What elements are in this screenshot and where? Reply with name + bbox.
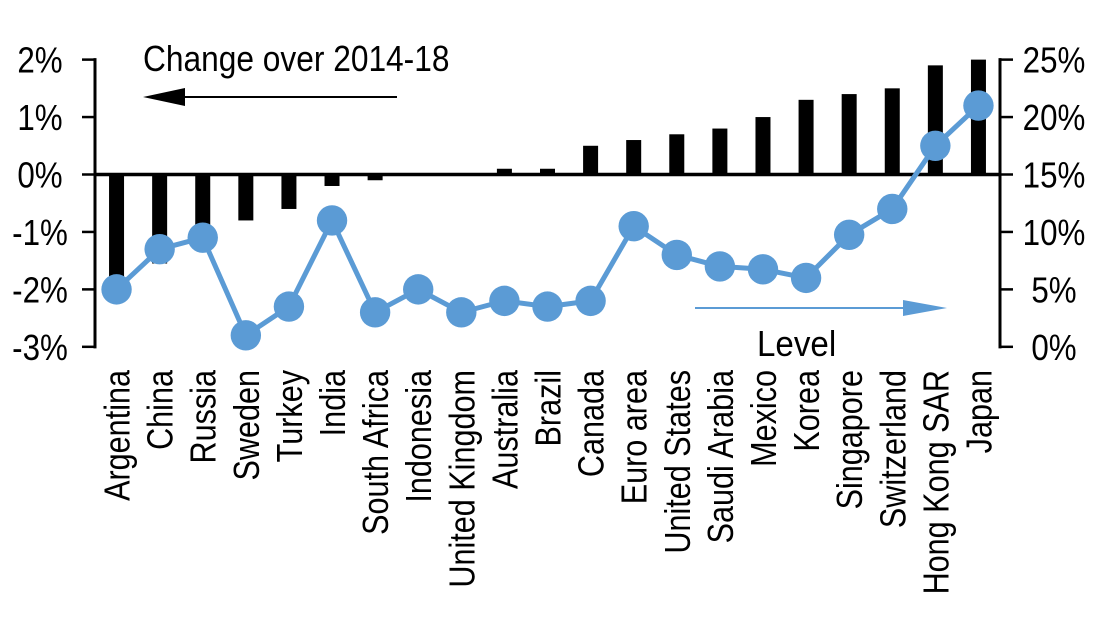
dot-Argentina xyxy=(101,274,132,305)
x-label-Argentina: Argentina xyxy=(98,370,138,501)
right-tick-label: 0% xyxy=(1031,328,1076,369)
x-label-China: China xyxy=(141,370,181,450)
dot-South Africa xyxy=(359,297,391,328)
left-axis-arrow-head-icon xyxy=(143,88,185,106)
x-label-India: India xyxy=(314,370,354,437)
bar-Brazil xyxy=(540,168,555,175)
x-label-Russia: Russia xyxy=(184,370,224,464)
bar-Australia xyxy=(496,168,512,175)
bar-Singapore xyxy=(841,94,857,175)
dot-Sweden xyxy=(230,320,262,351)
right-tick-label: 20% xyxy=(1023,98,1086,139)
bar-United States xyxy=(669,134,685,175)
bar-Saudi Arabia xyxy=(712,128,728,175)
x-label-Australia: Australia xyxy=(486,370,526,489)
right-tick-label: 25% xyxy=(1023,41,1086,82)
bar-Sweden xyxy=(238,174,254,221)
bar-Mexico xyxy=(755,117,771,175)
left-tick-label: 0% xyxy=(17,155,62,196)
right-tick-label: 5% xyxy=(1031,270,1076,311)
dot-China xyxy=(144,233,175,265)
dot-Saudi Arabia xyxy=(704,251,736,282)
dot-Russia xyxy=(187,222,218,253)
dot-Hong Kong SAR xyxy=(920,130,951,161)
x-label-Brazil: Brazil xyxy=(529,370,569,446)
bar-South Africa xyxy=(367,174,383,181)
right-tick-label: 15% xyxy=(1023,155,1086,196)
x-label-Turkey: Turkey xyxy=(271,370,311,463)
right-series-label: Level xyxy=(757,323,837,364)
x-label-Euro area: Euro area xyxy=(615,370,655,505)
bar-Switzerland xyxy=(884,88,900,175)
dot-Euro area xyxy=(618,210,649,242)
x-label-Korea: Korea xyxy=(788,370,828,452)
left-axis-arrow-line xyxy=(180,95,397,99)
left-tick-label: 2% xyxy=(17,41,62,82)
x-label-Canada: Canada xyxy=(572,370,612,478)
x-label-South Africa: South Africa xyxy=(357,370,397,535)
x-label-Singapore: Singapore xyxy=(831,370,871,509)
x-label-Switzerland: Switzerland xyxy=(874,370,914,528)
right-axis-arrow-line xyxy=(695,306,907,310)
left-tick-label: -3% xyxy=(12,328,68,369)
dot-Turkey xyxy=(273,291,305,322)
bar-Canada xyxy=(583,145,599,175)
dot-Singapore xyxy=(833,219,865,251)
dot-India xyxy=(316,205,348,236)
x-label-Saudi Arabia: Saudi Arabia xyxy=(702,370,742,544)
bar-Korea xyxy=(798,99,814,175)
x-label-United States: United States xyxy=(659,370,699,554)
dot-United Kingdom xyxy=(446,297,477,328)
bar-Euro area xyxy=(626,140,642,175)
x-label-Hong Kong SAR: Hong Kong SAR xyxy=(917,370,957,594)
x-label-Mexico: Mexico xyxy=(745,370,785,467)
left-tick-label: 1% xyxy=(17,98,62,139)
right-tick-label: 10% xyxy=(1023,213,1086,254)
dot-Korea xyxy=(790,262,822,294)
dot-Canada xyxy=(575,285,606,317)
left-tick-label: -2% xyxy=(12,270,68,311)
dot-Brazil xyxy=(532,291,563,322)
x-label-Indonesia: Indonesia xyxy=(400,370,440,503)
left-series-label: Change over 2014-18 xyxy=(143,38,450,79)
dot-United States xyxy=(661,239,692,271)
bar-Argentina xyxy=(109,174,125,278)
dot-Mexico xyxy=(747,254,779,285)
left-tick-label: -1% xyxy=(12,213,68,254)
x-label-United Kingdom: United Kingdom xyxy=(443,370,483,588)
dot-Australia xyxy=(489,285,520,317)
bar-India xyxy=(324,174,340,186)
bar-Turkey xyxy=(281,174,297,209)
right-axis-arrow-head-icon xyxy=(903,300,947,316)
x-label-Japan: Japan xyxy=(960,370,1000,453)
x-label-Sweden: Sweden xyxy=(228,370,268,481)
dot-Indonesia xyxy=(403,274,434,305)
dot-Japan xyxy=(963,90,994,121)
dot-Switzerland xyxy=(877,193,908,225)
